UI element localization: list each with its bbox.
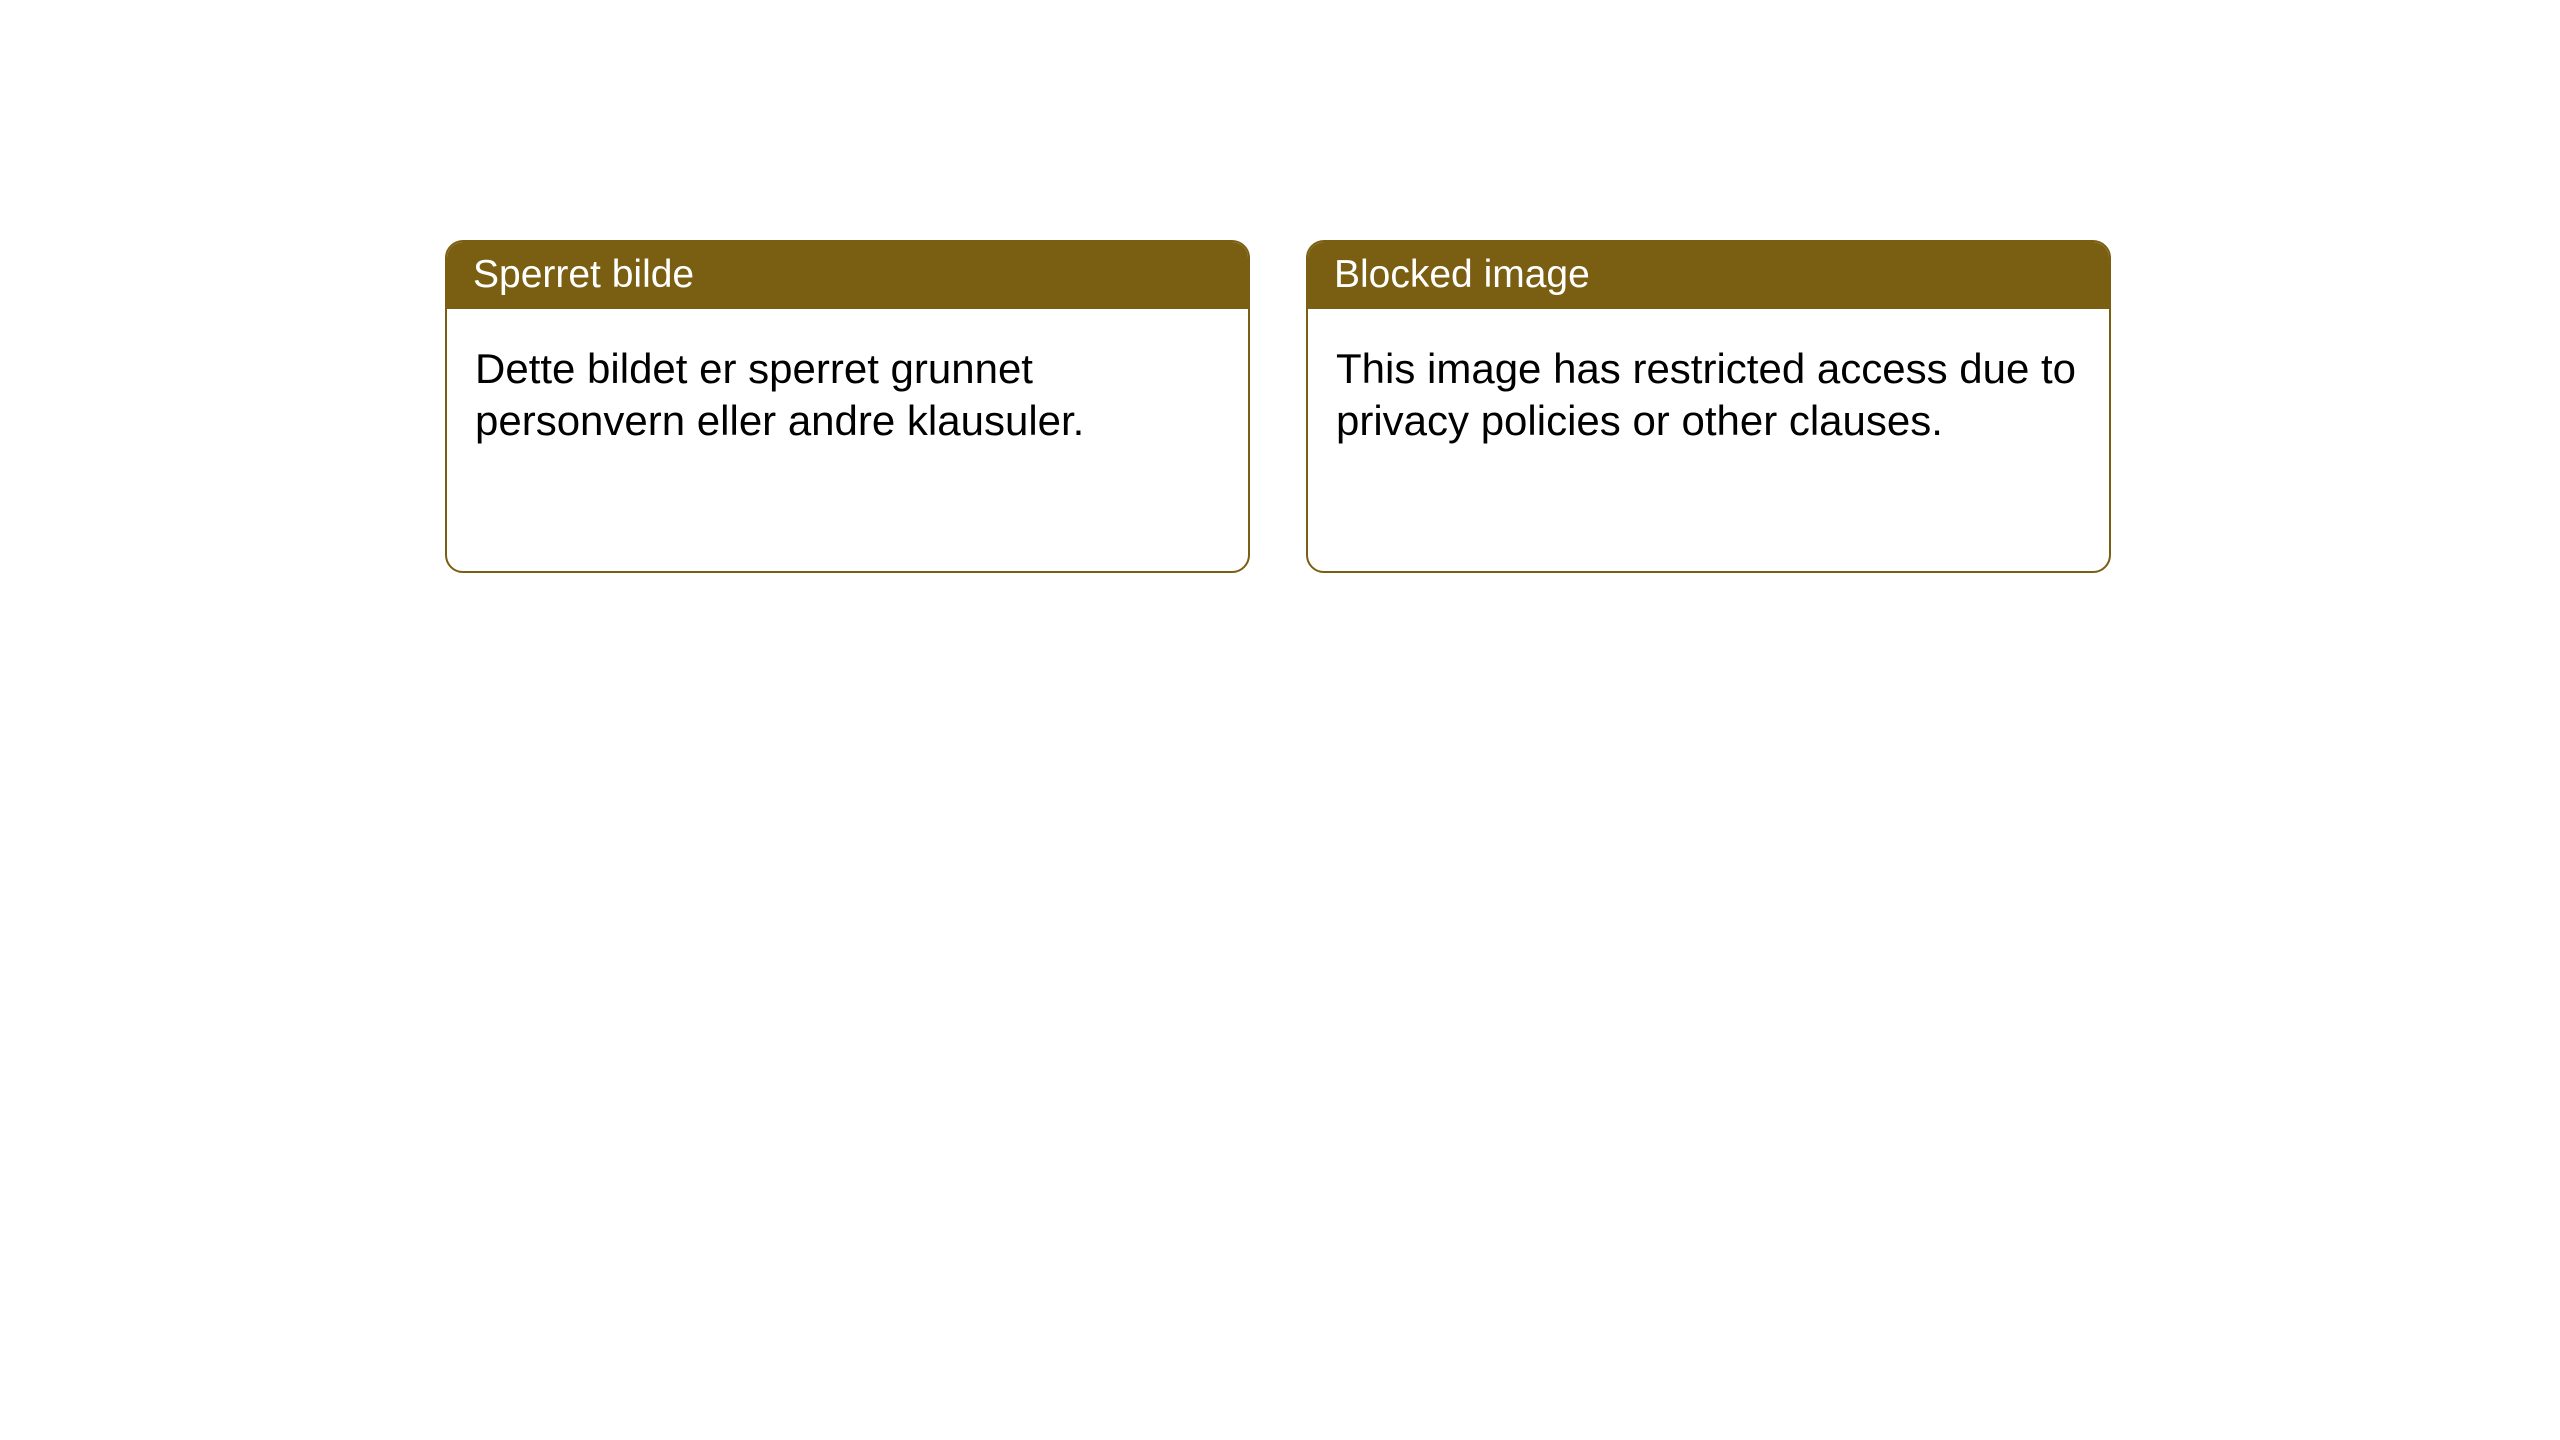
notice-card-no: Sperret bilde Dette bildet er sperret gr…: [445, 240, 1250, 573]
notice-container: Sperret bilde Dette bildet er sperret gr…: [445, 240, 2111, 573]
notice-body-text: Dette bildet er sperret grunnet personve…: [475, 345, 1084, 445]
notice-body: Dette bildet er sperret grunnet personve…: [447, 309, 1248, 482]
notice-body: This image has restricted access due to …: [1308, 309, 2109, 482]
notice-header: Sperret bilde: [447, 242, 1248, 309]
notice-title: Blocked image: [1334, 253, 1590, 296]
notice-title: Sperret bilde: [473, 253, 694, 296]
notice-card-en: Blocked image This image has restricted …: [1306, 240, 2111, 573]
notice-header: Blocked image: [1308, 242, 2109, 309]
notice-body-text: This image has restricted access due to …: [1336, 345, 2076, 445]
